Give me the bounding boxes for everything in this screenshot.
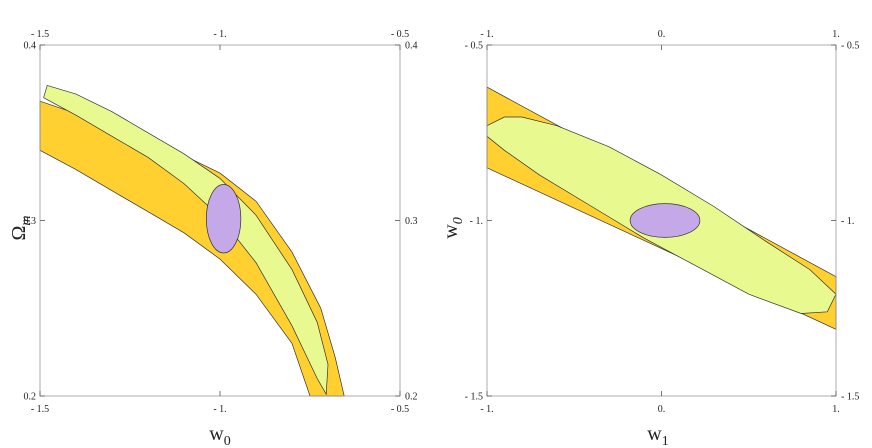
- panel-omega-vs-w0: - 1.5- 1.5- 1.- 1.- 0.5- 0.50.2 0.20.3 0.3…: [8, 29, 418, 448]
- y-tick-label-right: - 0.5: [841, 41, 859, 52]
- x-tick-label: 0.: [658, 404, 666, 415]
- contour-region-purple: [629, 203, 701, 238]
- y-tick-label: - 1.5: [465, 392, 483, 403]
- x-tick-label: - 1.: [480, 404, 493, 415]
- panel-w0-vs-w1: - 1.- 1.0.0.1.1.- 1.5- 1.5- 1. - 1.- 0.5-…: [440, 29, 859, 448]
- y-tick-label-right: 0.3: [405, 216, 418, 227]
- y-axis-label: Ωm: [8, 216, 34, 241]
- contour-region-orange: [39, 100, 345, 397]
- x-tick-label: - 1.5: [31, 404, 49, 415]
- y-axis-label: w0: [440, 217, 466, 238]
- x-tick-label-top: - 1.5: [31, 29, 49, 40]
- y-tick-label-right: 0.2: [405, 392, 418, 403]
- x-tick-label-top: - 1.: [480, 29, 493, 40]
- y-tick-label: - 0.5: [465, 41, 483, 52]
- x-axis-label: w1: [647, 423, 668, 448]
- x-axis-label: w0: [209, 423, 230, 448]
- x-tick-label-top: 1.: [832, 29, 840, 40]
- y-tick-label: 0.4: [24, 41, 37, 52]
- x-tick-label-top: - 1.: [213, 29, 226, 40]
- x-tick-label: - 1.: [213, 404, 226, 415]
- y-tick-label: - 1.: [470, 216, 483, 227]
- y-tick-label-right: - 1.5: [841, 392, 859, 403]
- y-tick-label: 0.2: [24, 392, 37, 403]
- x-tick-label: - 0.5: [391, 404, 409, 415]
- x-tick-label-top: - 0.5: [391, 29, 409, 40]
- x-tick-label-top: 0.: [658, 29, 666, 40]
- x-tick-label: 1.: [832, 404, 840, 415]
- contour-region-purple: [205, 184, 242, 254]
- contour-region-green: [43, 84, 329, 396]
- y-tick-label: 0.3: [24, 216, 37, 227]
- y-tick-label-right: - 1.: [841, 216, 854, 227]
- y-tick-label-right: 0.4: [405, 41, 418, 52]
